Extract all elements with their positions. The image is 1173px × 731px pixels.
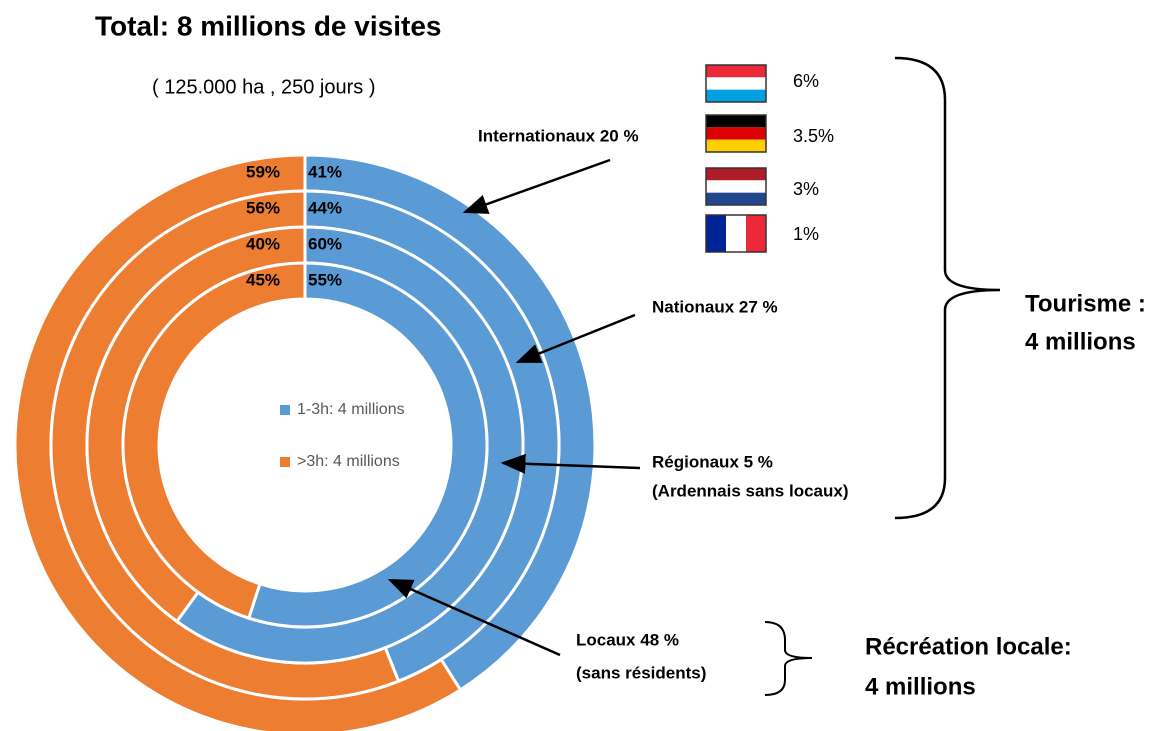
data-label: 60%: [308, 234, 342, 253]
annotation: Internationaux 20 %: [478, 126, 639, 145]
chart-subtitle: ( 125.000 ha , 250 jours ): [152, 76, 375, 98]
flag-label: 3%: [793, 179, 819, 199]
group-label: Tourisme :: [1025, 290, 1146, 317]
flag-stripe: [706, 215, 726, 252]
annotation: Nationaux 27 %: [652, 297, 778, 316]
arrow: [462, 158, 611, 214]
flag-border: [705, 114, 767, 153]
flag: [705, 167, 767, 206]
flag-label: 1%: [793, 224, 819, 244]
brace: [894, 56, 1001, 520]
data-label: 44%: [308, 198, 342, 217]
data-label: 55%: [308, 270, 342, 289]
annotation: (sans résidents): [576, 663, 706, 682]
arrow: [500, 453, 641, 474]
arrow: [515, 313, 636, 364]
annotation: (Ardennais sans locaux): [652, 481, 849, 500]
chart-title: Total: 8 millions de visites: [95, 10, 441, 41]
legend-swatch: [280, 457, 290, 467]
flag-border: [705, 214, 767, 253]
arrow: [387, 578, 561, 657]
data-label: 56%: [246, 198, 280, 217]
flag-stripe: [746, 215, 766, 252]
flag-stripe: [706, 180, 766, 193]
flag-border: [705, 64, 767, 103]
ring-segment: [121, 261, 307, 620]
flag-label: 6%: [793, 71, 819, 91]
legend-swatch: [280, 405, 290, 415]
flag-label: 3.5%: [793, 126, 834, 146]
flag: [705, 214, 767, 253]
data-label: 40%: [246, 234, 280, 253]
ring-segment: [246, 261, 489, 629]
flag-stripe: [706, 192, 766, 205]
legend-label: 1-3h: 4 millions: [297, 401, 405, 418]
flag-stripe: [726, 215, 746, 252]
brace: [764, 621, 813, 696]
flag-border: [705, 167, 767, 206]
data-label: 41%: [308, 162, 342, 181]
flag-stripe: [706, 127, 766, 140]
group-label: Récréation locale:: [865, 633, 1072, 660]
data-label: 59%: [246, 162, 280, 181]
flag-stripe: [706, 139, 766, 152]
flag-stripe: [706, 115, 766, 128]
flag: [705, 64, 767, 103]
flag-stripe: [706, 77, 766, 90]
annotation: Régionaux 5 %: [652, 452, 773, 471]
annotation: Locaux 48 %: [576, 630, 679, 649]
flag: [705, 114, 767, 153]
data-label: 45%: [246, 270, 280, 289]
flag-stripe: [706, 168, 766, 181]
legend-label: >3h: 4 millions: [297, 453, 400, 470]
flag-stripe: [706, 89, 766, 102]
group-label: 4 millions: [1025, 328, 1136, 355]
group-label: 4 millions: [865, 673, 976, 700]
flag-stripe: [706, 65, 766, 78]
